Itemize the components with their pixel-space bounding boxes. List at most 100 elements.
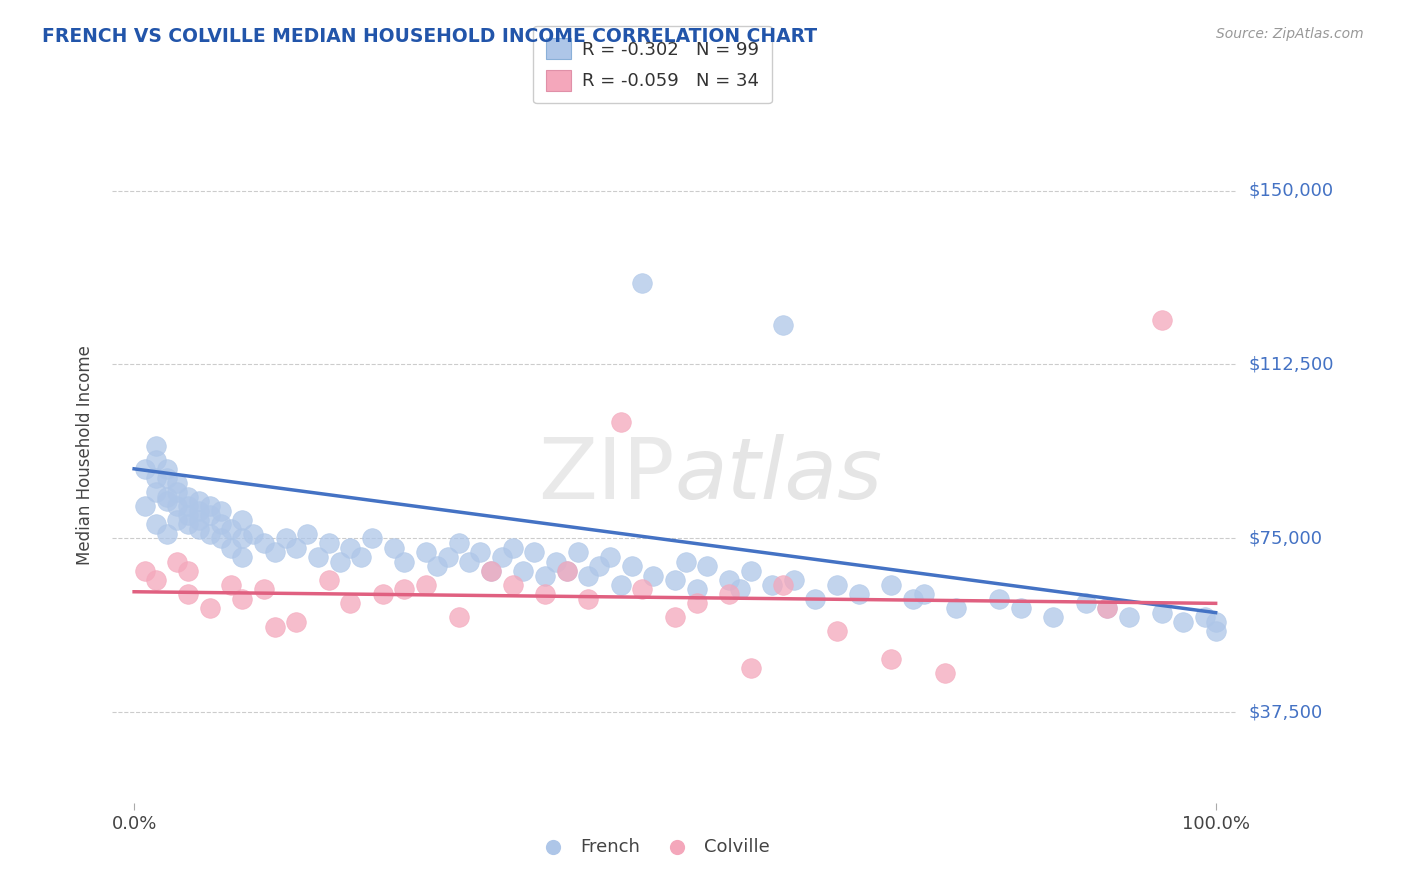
Point <box>188 513 211 527</box>
Point <box>631 277 654 291</box>
Point <box>1010 601 1032 615</box>
Point <box>177 564 200 578</box>
Point <box>1074 596 1097 610</box>
Point <box>329 555 352 569</box>
Point <box>479 564 502 578</box>
Point <box>382 541 405 555</box>
Point <box>242 526 264 541</box>
Text: $112,500: $112,500 <box>1249 356 1334 374</box>
Point <box>177 490 200 504</box>
Point <box>145 439 167 453</box>
Point <box>209 503 232 517</box>
Point <box>394 555 416 569</box>
Point <box>717 587 740 601</box>
Point <box>221 578 243 592</box>
Point <box>155 471 177 485</box>
Point <box>231 532 253 546</box>
Point <box>231 591 253 606</box>
Point <box>901 591 924 606</box>
Point <box>912 587 935 601</box>
Point <box>134 499 156 513</box>
Point <box>339 596 361 610</box>
Point <box>1150 313 1173 327</box>
Point <box>772 318 794 332</box>
Point <box>675 555 697 569</box>
Point <box>350 549 373 564</box>
Text: $75,000: $75,000 <box>1249 530 1323 548</box>
Point <box>458 555 481 569</box>
Point <box>188 503 211 517</box>
Y-axis label: Median Household Income: Median Household Income <box>76 345 94 565</box>
Point <box>610 416 633 430</box>
Point <box>740 661 762 675</box>
Point <box>145 471 167 485</box>
Point <box>198 499 221 513</box>
Point <box>880 652 903 666</box>
Point <box>166 555 188 569</box>
Point <box>231 549 253 564</box>
Point <box>253 536 276 550</box>
Point <box>588 559 610 574</box>
Point <box>371 587 394 601</box>
Text: $37,500: $37,500 <box>1249 704 1323 722</box>
Point <box>880 578 903 592</box>
Point <box>643 568 665 582</box>
Point <box>502 541 524 555</box>
Point <box>685 582 707 597</box>
Point <box>307 549 329 564</box>
Point <box>783 573 806 587</box>
Point <box>631 582 654 597</box>
Point <box>470 545 492 559</box>
Point <box>177 587 200 601</box>
Legend: French, Colville: French, Colville <box>529 831 776 863</box>
Point <box>502 578 524 592</box>
Point <box>599 549 621 564</box>
Text: FRENCH VS COLVILLE MEDIAN HOUSEHOLD INCOME CORRELATION CHART: FRENCH VS COLVILLE MEDIAN HOUSEHOLD INCO… <box>42 27 817 45</box>
Point <box>263 619 285 633</box>
Point <box>145 573 167 587</box>
Point <box>209 517 232 532</box>
Point <box>825 624 848 639</box>
Point <box>166 485 188 500</box>
Point <box>177 499 200 513</box>
Point <box>804 591 827 606</box>
Point <box>447 536 470 550</box>
Point <box>534 587 557 601</box>
Point <box>1150 606 1173 620</box>
Point <box>825 578 848 592</box>
Point <box>848 587 870 601</box>
Point <box>134 564 156 578</box>
Point <box>231 513 253 527</box>
Point <box>1097 601 1119 615</box>
Text: Source: ZipAtlas.com: Source: ZipAtlas.com <box>1216 27 1364 41</box>
Point <box>576 591 599 606</box>
Point <box>523 545 546 559</box>
Point <box>145 517 167 532</box>
Point <box>155 494 177 508</box>
Point <box>318 536 340 550</box>
Point <box>567 545 589 559</box>
Point <box>155 462 177 476</box>
Point <box>491 549 513 564</box>
Point <box>685 596 707 610</box>
Point <box>188 494 211 508</box>
Text: ZIP: ZIP <box>538 434 675 517</box>
Point <box>415 578 437 592</box>
Point <box>221 541 243 555</box>
Point <box>1205 624 1227 639</box>
Point <box>610 578 633 592</box>
Point <box>177 508 200 523</box>
Point <box>555 564 578 578</box>
Point <box>188 522 211 536</box>
Point <box>1097 601 1119 615</box>
Text: atlas: atlas <box>675 434 883 517</box>
Point <box>166 475 188 490</box>
Point <box>945 601 967 615</box>
Point <box>426 559 449 574</box>
Point <box>166 513 188 527</box>
Point <box>728 582 751 597</box>
Point <box>934 665 956 680</box>
Point <box>285 615 308 629</box>
Point <box>447 610 470 624</box>
Point <box>394 582 416 597</box>
